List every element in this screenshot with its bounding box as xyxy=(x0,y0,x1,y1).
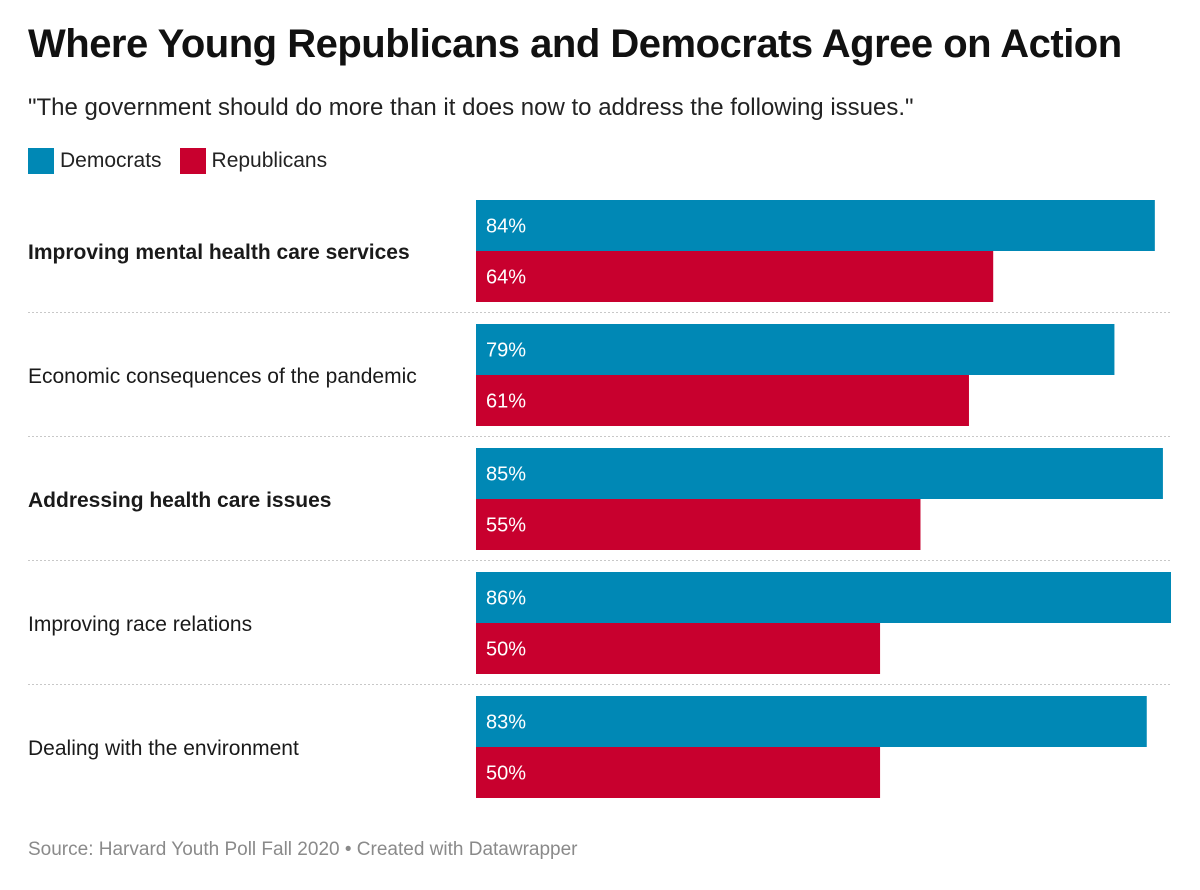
source-footer: Source: Harvard Youth Poll Fall 2020 • C… xyxy=(28,839,578,860)
category-label: Addressing health care issues xyxy=(28,489,331,512)
value-label: 64% xyxy=(486,267,526,289)
bar-republicans xyxy=(476,375,969,426)
bar-democrats xyxy=(476,572,1171,623)
bar-democrats xyxy=(476,448,1163,499)
legend: Democrats Republicans xyxy=(28,148,345,174)
bar-republicans xyxy=(476,747,881,798)
value-label: 84% xyxy=(486,216,526,238)
value-label: 83% xyxy=(486,712,526,734)
bar-republicans xyxy=(476,251,994,302)
legend-swatch-democrats xyxy=(28,148,54,174)
legend-item-democrats: Democrats xyxy=(28,148,162,174)
chart-title: Where Young Republicans and Democrats Ag… xyxy=(28,22,1122,66)
category-label: Dealing with the environment xyxy=(28,737,299,760)
bar-democrats xyxy=(476,324,1115,375)
value-label: 50% xyxy=(486,763,526,785)
bar-democrats xyxy=(476,200,1155,251)
legend-item-republicans: Republicans xyxy=(179,148,328,174)
value-label: 79% xyxy=(486,340,526,362)
value-label: 55% xyxy=(486,515,526,537)
value-label: 50% xyxy=(486,639,526,661)
category-label: Improving race relations xyxy=(28,613,252,636)
value-label: 86% xyxy=(486,588,526,610)
category-label: Improving mental health care services xyxy=(28,241,410,264)
legend-label-democrats: Democrats xyxy=(60,149,162,172)
legend-swatch-republicans xyxy=(179,148,206,174)
category-label: Economic consequences of the pandemic xyxy=(28,365,417,388)
value-label: 85% xyxy=(486,464,526,486)
value-label: 61% xyxy=(486,391,526,413)
chart-subtitle: "The government should do more than it d… xyxy=(28,94,914,121)
bar-republicans xyxy=(476,623,881,674)
bar-democrats xyxy=(476,696,1147,747)
legend-label-republicans: Republicans xyxy=(211,149,328,172)
bar-republicans xyxy=(476,499,921,550)
